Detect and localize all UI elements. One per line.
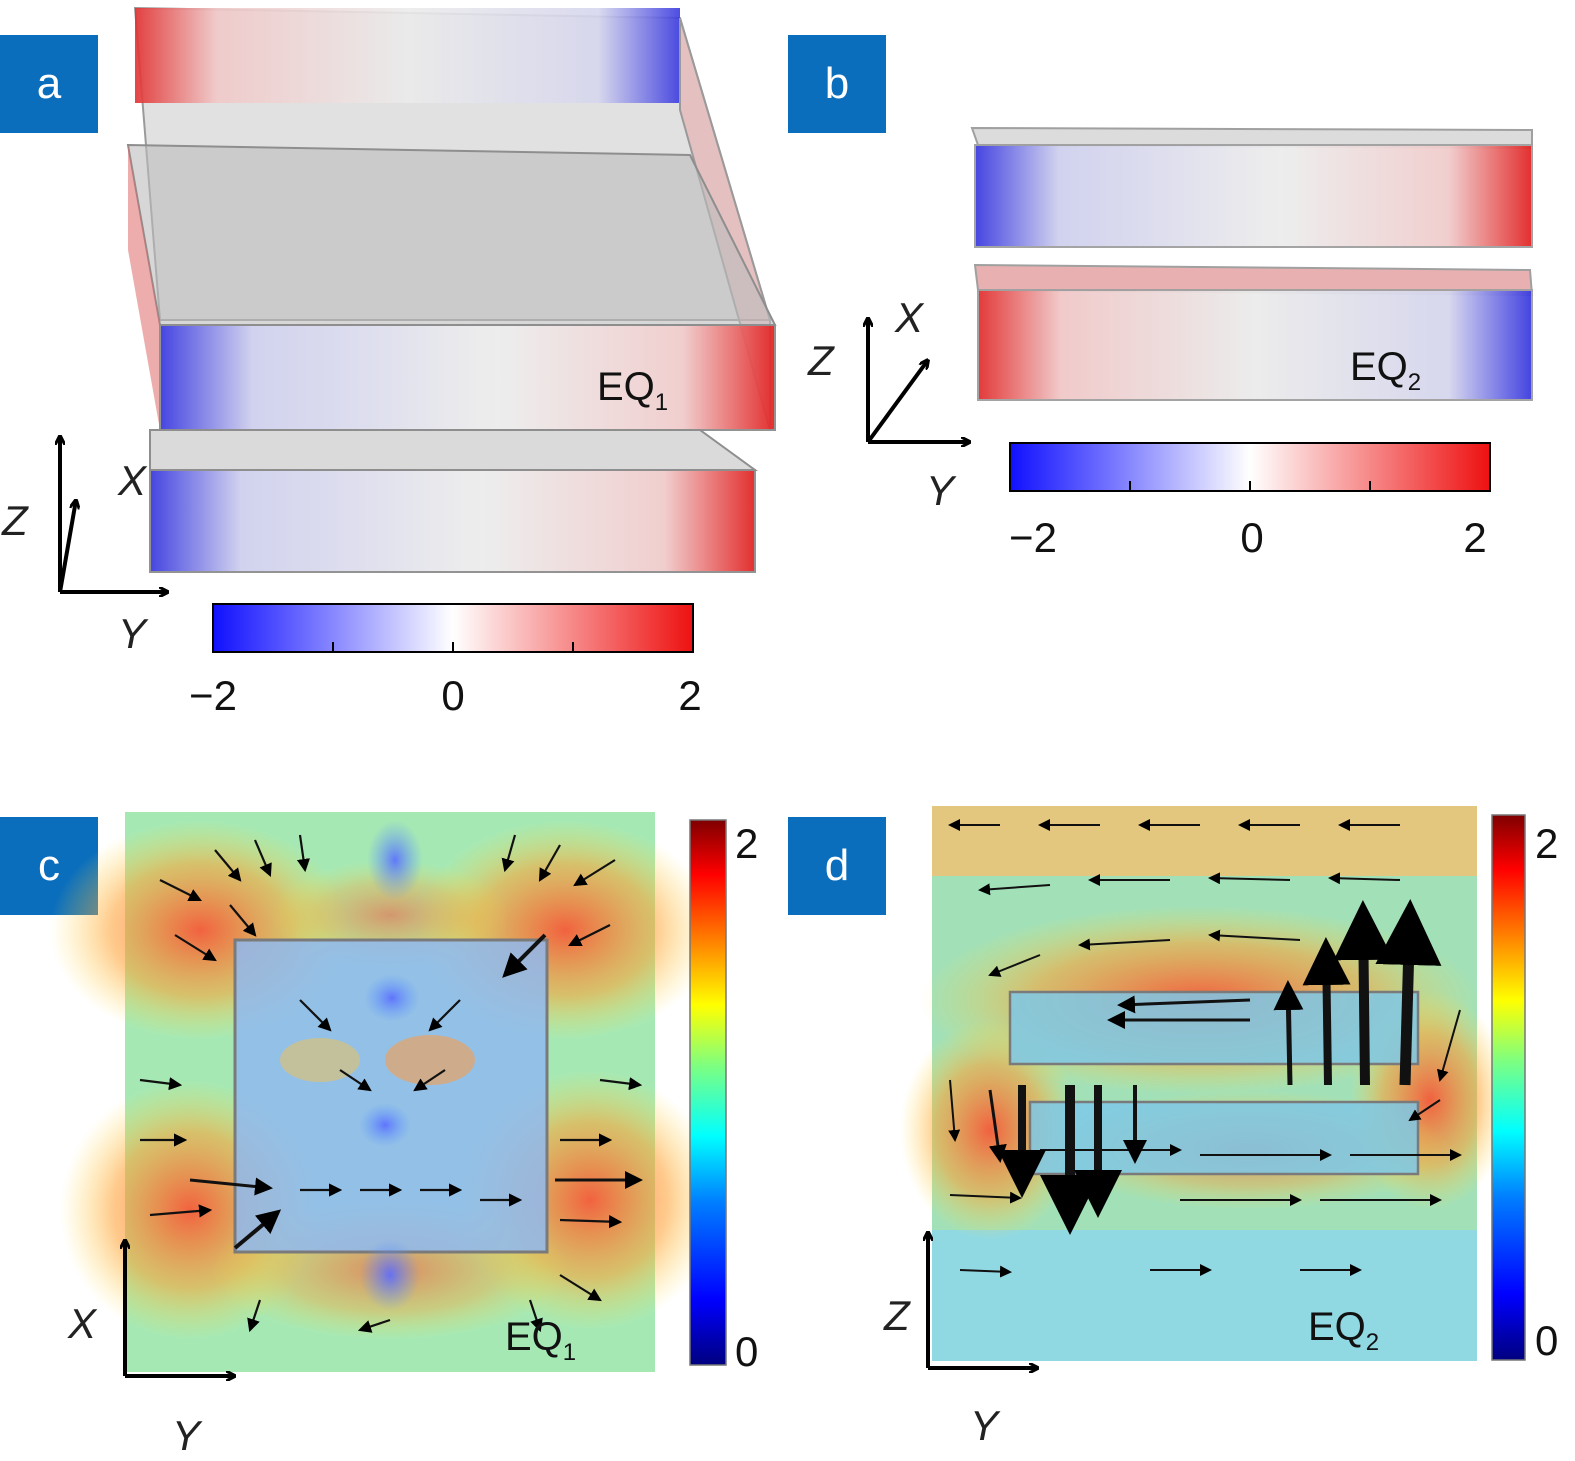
field-arrows [139,834,643,1333]
panel-c-field-map [50,812,720,1372]
panel-d-colorbar: 2 0 [1491,814,1558,1364]
axis-z-label: Z [807,337,835,384]
colorbar-b-min: −2 [1009,514,1057,561]
panel-b-3d-block [970,126,1534,401]
strong-field-arrows [988,899,1442,1235]
colorbar-c-min: 0 [735,1328,758,1375]
panel-c: c [0,812,758,1459]
axis-z-label: Z [1,497,29,544]
panel-a-3d-block [126,6,777,573]
colorbar-d-max: 2 [1535,820,1558,867]
colorbar-d-min: 0 [1535,1317,1558,1364]
panel-d-label: d [825,841,849,890]
panel-a-label: a [37,59,62,108]
panel-c-label: c [38,841,60,890]
slab-b-top-front [974,144,1533,248]
axis-z-label: Z [883,1292,911,1339]
colorbar-c-max: 2 [735,820,758,867]
panel-b-label: b [825,59,849,108]
slab-middle-top [126,143,777,326]
panel-b-axes: X Z Y [807,294,970,514]
axis-y-label: Y [172,1412,203,1459]
panel-c-axes: X Y [67,1240,235,1459]
colorbar-a-min: −2 [189,672,237,719]
panel-c-colorbar: 2 0 [689,819,758,1375]
axis-x-arrow [866,360,928,444]
panel-d-field-map [900,806,1510,1361]
upper-bar-cross-section [1008,990,1420,1066]
panel-d-badge [788,817,886,915]
panel-a-colorbar: −2 0 2 [189,603,702,719]
axis-x-arrow [58,500,76,593]
colorbar-b-mid: 0 [1240,514,1263,561]
panel-d: d [788,806,1558,1449]
slab-bottom-front [149,469,756,573]
panel-d-mode-label: EQ2 [1308,1305,1379,1356]
slab-top-face [135,8,680,103]
panel-b-badge [788,35,886,133]
axis-x-label: X [67,1300,98,1347]
panel-a: a EQ1 X Z Y −2 [0,6,777,719]
colorbar-c-bar [689,819,727,1366]
axis-y-label: Y [118,610,149,657]
panel-b: b EQ2 X Z Y −2 0 2 [788,35,1534,561]
panel-a-axes: X Z Y [1,436,168,657]
field-arrows [948,819,1462,1278]
axis-y-label: Y [926,467,957,514]
axis-x-label: X [894,294,925,341]
slab-middle-left [128,145,160,430]
panel-a-mode-label: EQ1 [597,365,668,416]
panel-c-mode-label: EQ1 [505,1315,576,1366]
slab-middle-front [159,324,776,431]
slab-bottom-top [149,429,759,471]
axis-x-label: X [117,457,148,504]
panel-b-colorbar: −2 0 2 [1009,442,1491,561]
colorbar-b-max: 2 [1463,514,1486,561]
panel-a-badge [0,35,98,133]
slab-b-bottom-front [977,289,1533,401]
panel-b-mode-label: EQ2 [1350,345,1421,396]
colorbar-a-max: 2 [678,672,701,719]
panel-d-axes: Z Y [883,1232,1038,1449]
colorbar-d-bar [1491,814,1526,1361]
colorbar-a-mid: 0 [441,672,464,719]
axis-y-label: Y [970,1402,1001,1449]
lower-bar-cross-section [1028,1100,1420,1176]
